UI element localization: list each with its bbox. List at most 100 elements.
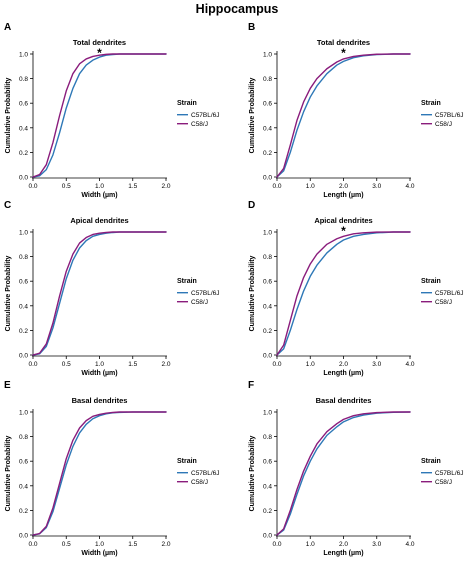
panel-e-y-tick-label: 0.4 <box>19 483 28 490</box>
panel-c-y-tick-label: 0.6 <box>19 279 28 286</box>
panel-f-title: Basal dendrites <box>316 396 372 405</box>
panel-b-y-tick-label: 1.0 <box>263 52 272 59</box>
panel-d-y-tick-label: 0.0 <box>263 353 272 360</box>
panel-c-y-tick-label: 0.8 <box>19 254 28 261</box>
panel-d-y-tick-label: 0.6 <box>263 279 272 286</box>
panel-f-x-tick-label: 1.0 <box>306 541 315 548</box>
panel-f-legend-entry: C58/J <box>435 479 452 486</box>
panel-a-legend-entry: C57BL/6J <box>191 112 220 119</box>
panel-d-x-tick-label: 4.0 <box>405 361 414 368</box>
panel-a-y-tick-label: 0.4 <box>19 125 28 132</box>
panel-c-y-tick-label: 0.4 <box>19 303 28 310</box>
panel-a-y-tick-label: 0.0 <box>19 175 28 182</box>
panel-e-x-tick-label: 0.5 <box>62 541 71 548</box>
panel-b-y-tick-label: 0.2 <box>263 150 272 157</box>
panel-f-y-tick-label: 0.8 <box>263 434 272 441</box>
panel-d-x-axis-label: Length (µm) <box>323 370 363 377</box>
panel-d-title: Apical dendrites <box>314 216 372 225</box>
panel-f-y-tick-label: 1.0 <box>263 410 272 417</box>
panel-d-y-tick-label: 0.8 <box>263 254 272 261</box>
panel-e-series-c57bl-6j <box>32 411 167 536</box>
panel-f-series-c57bl-6j <box>276 411 411 536</box>
panel-c-legend-entry: C58/J <box>191 299 208 306</box>
panel-e-legend-title: Strain <box>177 458 197 465</box>
panel-b-series-c58-j <box>276 53 411 178</box>
panel-a-x-tick-label: 0.5 <box>62 183 71 190</box>
panel-b-legend-title: Strain <box>421 100 441 107</box>
panel-d-y-axis-label: Cumulative Probability <box>249 255 256 331</box>
panel-e-y-axis-label: Cumulative Probability <box>5 435 12 511</box>
panel-b-label: B <box>248 22 255 33</box>
panel-b-significance-marker: * <box>341 46 346 60</box>
panel-a-x-tick-label: 2.0 <box>161 183 170 190</box>
panel-f-x-axis-label: Length (µm) <box>323 550 363 557</box>
panel-b-y-tick-label: 0.6 <box>263 101 272 108</box>
panel-a-y-axis-label: Cumulative Probability <box>5 77 12 153</box>
panel-d-y-tick-label: 1.0 <box>263 230 272 237</box>
panel-a-series-c57bl-6j <box>32 53 167 178</box>
panel-d-legend-entry: C57BL/6J <box>435 290 464 297</box>
panel-e-y-tick-label: 0.8 <box>19 434 28 441</box>
panel-e-y-tick-label: 1.0 <box>19 410 28 417</box>
panel-d-series-c57bl-6j <box>276 231 411 356</box>
panel-e-legend-entry: C58/J <box>191 479 208 486</box>
panel-f-y-tick-label: 0.0 <box>263 533 272 540</box>
panel-e-y-tick-label: 0.0 <box>19 533 28 540</box>
panel-b-x-tick-label: 3.0 <box>372 183 381 190</box>
panel-b-series-c57bl-6j <box>276 53 411 178</box>
panel-a-legend-entry: C58/J <box>191 121 208 128</box>
panel-b-title: Total dendrites <box>317 38 370 47</box>
panel-e-x-tick-label: 0.0 <box>28 541 37 548</box>
panel-f-legend-title: Strain <box>421 458 441 465</box>
panel-a-x-tick-label: 1.5 <box>128 183 137 190</box>
panel-d-y-tick-label: 0.4 <box>263 303 272 310</box>
panel-e-x-axis-label: Width (µm) <box>81 550 117 557</box>
panel-b-x-tick-label: 0.0 <box>272 183 281 190</box>
panel-d-y-tick-label: 0.2 <box>263 328 272 335</box>
panel-c-legend-entry: C57BL/6J <box>191 290 220 297</box>
panel-b-x-axis-label: Length (µm) <box>323 192 363 199</box>
panel-d-legend-entry: C58/J <box>435 299 452 306</box>
panel-a-x-tick-label: 1.0 <box>95 183 104 190</box>
panel-a-label: A <box>4 22 11 33</box>
panel-c-x-tick-label: 0.0 <box>28 361 37 368</box>
panel-f-y-tick-label: 0.4 <box>263 483 272 490</box>
panel-e-x-tick-label: 1.0 <box>95 541 104 548</box>
panel-e-x-tick-label: 1.5 <box>128 541 137 548</box>
panel-b-x-tick-label: 1.0 <box>306 183 315 190</box>
panel-b-y-tick-label: 0.4 <box>263 125 272 132</box>
panel-f-x-tick-label: 3.0 <box>372 541 381 548</box>
panel-a-x-axis-label: Width (µm) <box>81 192 117 199</box>
panel-a-x-tick-label: 0.0 <box>28 183 37 190</box>
panel-b-y-axis-label: Cumulative Probability <box>249 77 256 153</box>
panel-c-series-c57bl-6j <box>32 231 167 356</box>
panel-c-x-tick-label: 1.5 <box>128 361 137 368</box>
panel-d-label: D <box>248 200 255 211</box>
panel-d-x-tick-label: 3.0 <box>372 361 381 368</box>
panel-a-y-tick-label: 0.6 <box>19 101 28 108</box>
panel-b-y-tick-label: 0.8 <box>263 76 272 83</box>
panel-f-y-tick-label: 0.2 <box>263 508 272 515</box>
panel-e-y-tick-label: 0.2 <box>19 508 28 515</box>
panel-e-y-tick-label: 0.6 <box>19 459 28 466</box>
panel-c-y-tick-label: 0.0 <box>19 353 28 360</box>
panel-b-legend-entry: C58/J <box>435 121 452 128</box>
panel-e-legend-entry: C57BL/6J <box>191 470 220 477</box>
panel-c-y-tick-label: 1.0 <box>19 230 28 237</box>
panel-a-y-tick-label: 1.0 <box>19 52 28 59</box>
panel-c-legend-title: Strain <box>177 278 197 285</box>
panel-e-label: E <box>4 380 11 391</box>
panel-b-y-tick-label: 0.0 <box>263 175 272 182</box>
panel-a-title: Total dendrites <box>73 38 126 47</box>
panel-b-x-tick-label: 4.0 <box>405 183 414 190</box>
figure-title: Hippocampus <box>195 2 279 16</box>
panel-c-x-tick-label: 2.0 <box>161 361 170 368</box>
panel-d-legend-title: Strain <box>421 278 441 285</box>
panel-a-series-c58-j <box>32 53 167 178</box>
panel-c-x-axis-label: Width (µm) <box>81 370 117 377</box>
panel-f-label: F <box>248 380 254 391</box>
panel-d-significance-marker: * <box>341 224 346 238</box>
panel-f-legend-entry: C57BL/6J <box>435 470 464 477</box>
panel-e-x-tick-label: 2.0 <box>161 541 170 548</box>
